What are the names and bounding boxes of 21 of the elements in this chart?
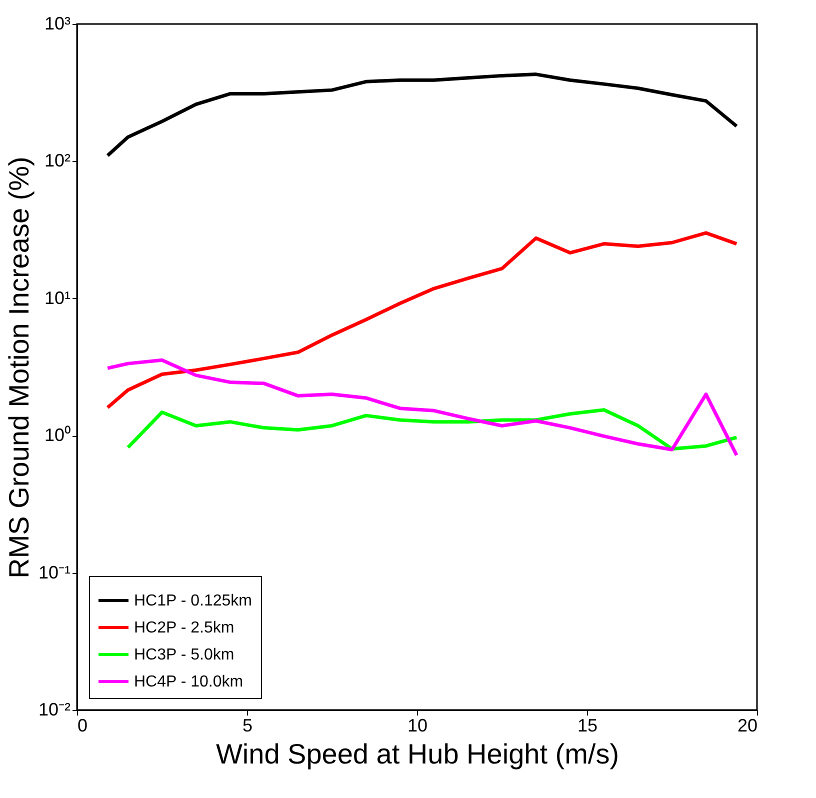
y-tick-label: 10² xyxy=(44,150,71,171)
x-tick-label: 15 xyxy=(577,716,598,736)
y-tick-label: 10⁻¹ xyxy=(38,562,71,582)
legend-label: HC3P - 5.0km xyxy=(134,646,234,664)
legend-label: HC4P - 10.0km xyxy=(134,674,244,690)
y-tick-label: 10⁰ xyxy=(44,425,70,446)
legend-label: HC1P - 0.125km xyxy=(134,592,252,610)
x-axis-title: Wind Speed at Hub Height (m/s) xyxy=(216,738,620,770)
line-series xyxy=(106,72,738,158)
y-axis-title: RMS Ground Motion Increase (%) xyxy=(3,156,34,578)
line-series xyxy=(126,408,738,451)
y-tick-label: 10¹ xyxy=(44,288,71,308)
y-tick-label: 10³ xyxy=(44,14,71,34)
x-tick-label: 0 xyxy=(78,716,88,736)
y-tick-label: 10⁻² xyxy=(38,700,71,720)
x-tick-label: 10 xyxy=(407,716,428,736)
line-series xyxy=(106,231,738,410)
legend-label: HC2P - 2.5km xyxy=(134,620,234,636)
x-tick-label: 20 xyxy=(737,716,758,736)
line-series xyxy=(106,358,738,457)
x-tick-label: 5 xyxy=(242,716,253,736)
